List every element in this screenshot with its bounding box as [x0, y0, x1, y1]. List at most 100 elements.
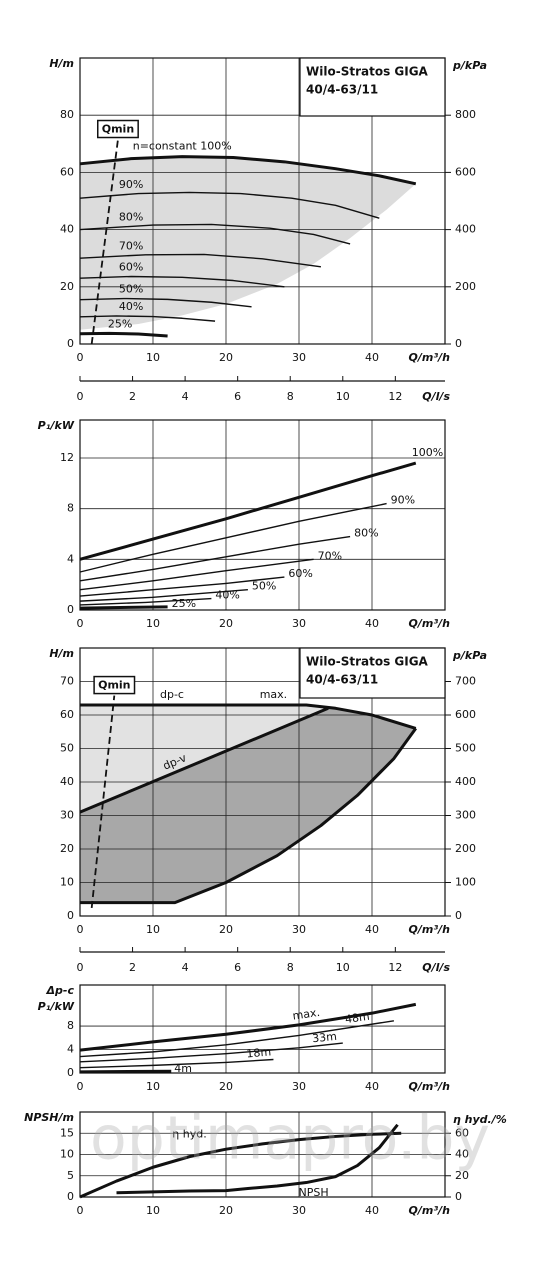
x2-tick-label: 12 — [388, 961, 402, 974]
operating-range — [80, 708, 416, 903]
curve-label: 4m — [174, 1062, 192, 1075]
title-box — [299, 57, 446, 117]
y2-tick-label: 200 — [455, 280, 476, 293]
y2-tick-label: 400 — [455, 775, 476, 788]
y2-tick-label: 40 — [455, 1148, 469, 1161]
y-tick-label: 40 — [60, 775, 74, 788]
x-tick-label: 40 — [365, 923, 379, 936]
chart-title: Wilo-Stratos GIGA — [306, 65, 429, 79]
y-tick-label: 4 — [67, 1043, 74, 1056]
y2-tick-label: 100 — [455, 876, 476, 889]
curve — [79, 1069, 172, 1074]
curve — [79, 191, 380, 219]
curve — [79, 1020, 395, 1058]
y-tick-label: 30 — [60, 809, 74, 822]
x-tick-label: 30 — [292, 1204, 306, 1217]
y-tick-label: 5 — [67, 1169, 74, 1182]
curve-label: 40% — [119, 300, 143, 313]
curve — [79, 558, 314, 591]
curve-label: 90% — [119, 178, 143, 191]
x2-tick-label: 10 — [336, 961, 350, 974]
y-tick-label: 10 — [60, 1148, 74, 1161]
curve — [90, 139, 119, 345]
chart-title: Wilo-Stratos GIGA — [306, 655, 429, 669]
y-axis-label: H/m — [49, 647, 74, 660]
x-tick-label: 40 — [365, 1204, 379, 1217]
x2-tick-label: 4 — [182, 390, 189, 403]
curve — [79, 1002, 417, 1052]
x-axis-label: Q/m³/h — [409, 617, 451, 630]
curve-label: Qmin — [102, 123, 134, 136]
curve-label: 60% — [288, 567, 312, 580]
x-tick-label: 0 — [77, 617, 84, 630]
x-tick-label: 30 — [292, 351, 306, 364]
curve-label: 18m — [246, 1045, 272, 1060]
chart-panel: 0 4 8 12 0 10 20 30 40 100% 90% 80% 70% 60% 50% 40% 25% P… — [38, 419, 451, 630]
curve — [79, 155, 417, 186]
curve-label: 50% — [252, 580, 276, 593]
y2-axis-label: p/kPa — [452, 649, 487, 662]
x-tick-label: 0 — [77, 1080, 84, 1093]
y-axis-label: NPSH/m — [24, 1111, 74, 1124]
curve-label: 80% — [119, 210, 143, 223]
curve — [79, 461, 417, 561]
curve-label: n=constant 100% — [133, 140, 232, 153]
curve-label: NPSH — [299, 1186, 329, 1199]
curve-label: η hyd. — [172, 1128, 206, 1141]
y2-tick-label: 0 — [455, 337, 462, 350]
curve — [79, 502, 387, 573]
x-axis-label: Q/m³/h — [409, 1204, 451, 1217]
curve — [79, 589, 248, 602]
watermark: optimapro.by — [90, 1104, 490, 1174]
x-tick-label: 40 — [365, 1080, 379, 1093]
y-tick-label: 60 — [60, 708, 74, 721]
curve — [80, 727, 418, 905]
label-box — [93, 675, 136, 695]
y-tick-label: 20 — [60, 280, 74, 293]
curve-label: Qmin — [98, 679, 130, 692]
x-tick-label: 40 — [365, 351, 379, 364]
x2-tick-label: 8 — [287, 390, 294, 403]
y-tick-label: 60 — [60, 165, 74, 178]
curve — [79, 1042, 343, 1063]
x-tick-label: 0 — [77, 1204, 84, 1217]
curve — [79, 1058, 274, 1069]
x2-tick-label: 8 — [287, 961, 294, 974]
plot-frame — [79, 984, 446, 1074]
curve-label: dp-c — [160, 688, 184, 701]
y2-tick-label: 800 — [455, 108, 476, 121]
x-axis-label: Q/m³/h — [409, 923, 451, 936]
curve-label: 70% — [119, 240, 143, 253]
y-tick-label: 0 — [67, 1066, 74, 1079]
x-tick-label: 10 — [146, 617, 160, 630]
curve-label: max. — [260, 688, 287, 701]
x2-tick-label: 12 — [388, 390, 402, 403]
y2-tick-label: 0 — [455, 1190, 462, 1203]
y-tick-label: 8 — [67, 1019, 74, 1032]
curve-label: 33m — [312, 1030, 338, 1046]
y-tick-label: 0 — [67, 1190, 74, 1203]
curve — [79, 706, 329, 814]
x2-tick-label: 6 — [234, 390, 241, 403]
y-tick-label: 15 — [60, 1126, 74, 1139]
x-tick-label: 0 — [77, 351, 84, 364]
curve — [79, 297, 252, 308]
x2-tick-label: 2 — [129, 961, 136, 974]
y-tick-label: 50 — [60, 742, 74, 755]
curve-label: 60% — [119, 261, 143, 274]
x-tick-label: 10 — [146, 923, 160, 936]
curve-label: 25% — [108, 318, 132, 331]
y2-tick-label: 20 — [455, 1169, 469, 1182]
y-axis-label: P₁/kW — [38, 1000, 75, 1013]
plot-frame — [79, 57, 446, 345]
y-tick-label: 0 — [67, 603, 74, 616]
y2-tick-label: 700 — [455, 675, 476, 688]
y2-tick-label: 0 — [455, 909, 462, 922]
x-tick-label: 0 — [77, 923, 84, 936]
x2-tick-label: 0 — [77, 961, 84, 974]
y2-tick-label: 300 — [455, 809, 476, 822]
y2-tick-label: 200 — [455, 842, 476, 855]
x-tick-label: 20 — [219, 1204, 233, 1217]
